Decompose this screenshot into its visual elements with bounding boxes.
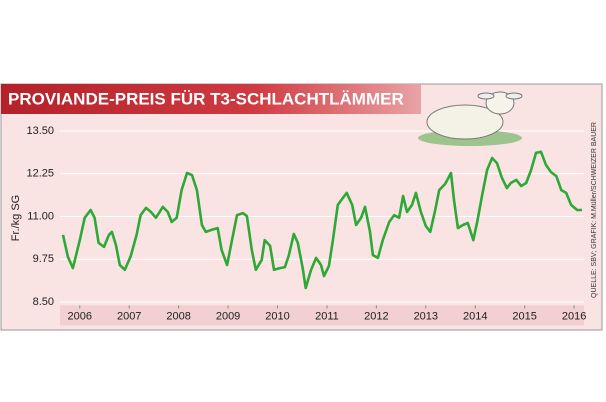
y-tick-label: 11.00 bbox=[27, 210, 54, 222]
title-band bbox=[1, 84, 421, 114]
x-tick-label: 2013 bbox=[414, 310, 438, 322]
y-tick-label: 9.75 bbox=[33, 253, 54, 265]
y-axis-label: Fr./kg SG bbox=[10, 195, 22, 241]
chart-title: PROVIANDE-PREIS FÜR T3-SCHLACHTLÄMMER bbox=[8, 89, 404, 108]
x-tick-label: 2011 bbox=[315, 310, 339, 322]
sheep bbox=[418, 91, 523, 146]
x-tick-label: 2012 bbox=[364, 310, 388, 322]
data-line bbox=[61, 150, 582, 290]
x-axis-band bbox=[60, 305, 584, 326]
x-tick-label: 2007 bbox=[117, 310, 141, 322]
source-note: QUELLE: SBV; GRAFIK: M.Müller/SCHWEIZER … bbox=[591, 122, 598, 298]
x-tick-label: 2006 bbox=[68, 310, 92, 322]
y-tick-label: 13.50 bbox=[26, 125, 54, 137]
x-tick-label: 2015 bbox=[512, 310, 536, 322]
x-tick-label: 2016 bbox=[562, 310, 586, 322]
y-tick-label: 12.25 bbox=[26, 168, 54, 180]
x-tick-label: 2010 bbox=[265, 310, 289, 322]
y-tick-label: 8.50 bbox=[33, 296, 54, 308]
x-tick-label: 2009 bbox=[216, 310, 240, 322]
chart-frame bbox=[0, 83, 603, 331]
x-tick-label: 2008 bbox=[166, 310, 190, 322]
x-tick-label: 2014 bbox=[463, 310, 487, 322]
